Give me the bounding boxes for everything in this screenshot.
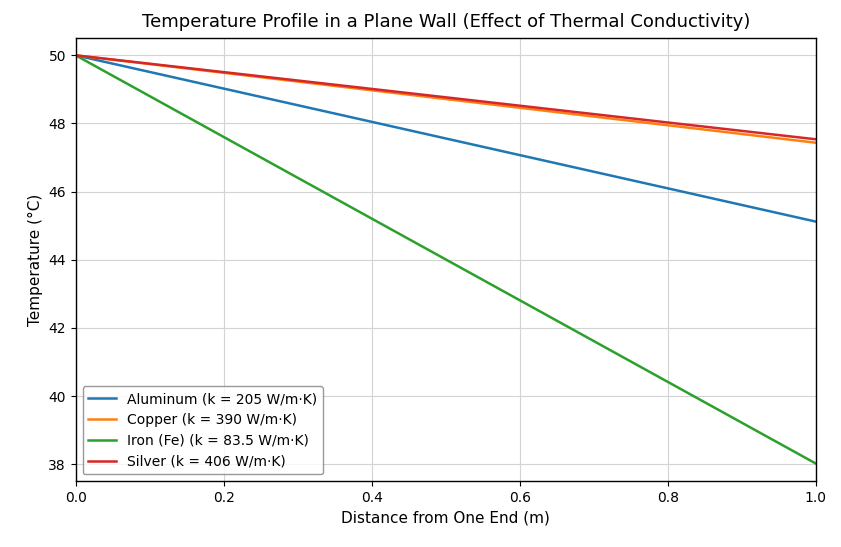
- Title: Temperature Profile in a Plane Wall (Effect of Thermal Conductivity): Temperature Profile in a Plane Wall (Eff…: [141, 13, 750, 31]
- Line: Silver (k = 406 W/m·K): Silver (k = 406 W/m·K): [76, 55, 816, 139]
- Silver (k = 406 W/m·K): [677, 121, 687, 127]
- Iron (Fe) (k = 83.5 W/m·K): [511, 295, 521, 301]
- Legend: Aluminum (k = 205 W/m·K), Copper (k = 390 W/m·K), Iron (Fe) (k = 83.5 W/m·K), Si: Aluminum (k = 205 W/m·K), Copper (k = 39…: [82, 387, 323, 474]
- Aluminum (k = 205 W/m·K): [426, 132, 436, 138]
- Iron (Fe) (k = 83.5 W/m·K): [793, 450, 803, 457]
- Line: Iron (Fe) (k = 83.5 W/m·K): Iron (Fe) (k = 83.5 W/m·K): [76, 55, 816, 463]
- Silver (k = 406 W/m·K): [511, 102, 521, 108]
- Silver (k = 406 W/m·K): [71, 52, 81, 59]
- Silver (k = 406 W/m·K): [811, 136, 821, 143]
- Aluminum (k = 205 W/m·K): [71, 52, 81, 59]
- Silver (k = 406 W/m·K): [426, 92, 436, 99]
- Copper (k = 390 W/m·K): [422, 94, 432, 100]
- Copper (k = 390 W/m·K): [471, 100, 481, 106]
- Silver (k = 406 W/m·K): [471, 97, 481, 104]
- Iron (Fe) (k = 83.5 W/m·K): [422, 246, 432, 253]
- Aluminum (k = 205 W/m·K): [511, 151, 521, 158]
- Silver (k = 406 W/m·K): [422, 92, 432, 98]
- Iron (Fe) (k = 83.5 W/m·K): [71, 52, 81, 59]
- Silver (k = 406 W/m·K): [793, 134, 803, 141]
- Copper (k = 390 W/m·K): [811, 139, 821, 146]
- Aluminum (k = 205 W/m·K): [471, 142, 481, 149]
- Aluminum (k = 205 W/m·K): [811, 218, 821, 225]
- Copper (k = 390 W/m·K): [677, 124, 687, 130]
- Iron (Fe) (k = 83.5 W/m·K): [677, 387, 687, 393]
- Iron (Fe) (k = 83.5 W/m·K): [811, 460, 821, 467]
- Copper (k = 390 W/m·K): [793, 137, 803, 144]
- Y-axis label: Temperature (°C): Temperature (°C): [28, 194, 43, 326]
- Iron (Fe) (k = 83.5 W/m·K): [426, 248, 436, 255]
- Aluminum (k = 205 W/m·K): [793, 214, 803, 221]
- Line: Aluminum (k = 205 W/m·K): Aluminum (k = 205 W/m·K): [76, 55, 816, 222]
- Copper (k = 390 W/m·K): [426, 94, 436, 101]
- Aluminum (k = 205 W/m·K): [677, 188, 687, 195]
- Line: Copper (k = 390 W/m·K): Copper (k = 390 W/m·K): [76, 55, 816, 143]
- Iron (Fe) (k = 83.5 W/m·K): [471, 273, 481, 280]
- Aluminum (k = 205 W/m·K): [422, 131, 432, 138]
- Copper (k = 390 W/m·K): [511, 104, 521, 110]
- X-axis label: Distance from One End (m): Distance from One End (m): [341, 511, 550, 526]
- Copper (k = 390 W/m·K): [71, 52, 81, 59]
